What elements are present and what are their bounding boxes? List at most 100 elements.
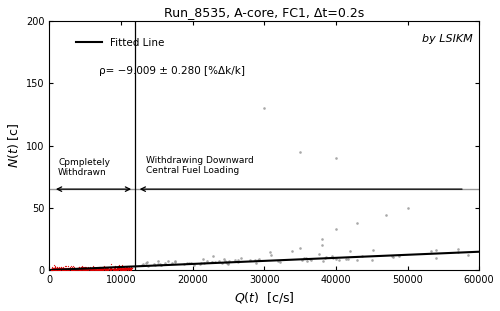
Point bbox=[106, 267, 114, 272]
Point bbox=[60, 267, 68, 272]
Point bbox=[66, 267, 74, 272]
Point bbox=[64, 267, 72, 272]
Point bbox=[60, 266, 68, 271]
Point bbox=[110, 263, 118, 268]
Point bbox=[102, 266, 110, 271]
Point bbox=[127, 265, 135, 270]
Point bbox=[118, 267, 126, 272]
Point bbox=[120, 267, 128, 272]
Point bbox=[113, 267, 121, 272]
Point bbox=[96, 267, 104, 272]
Point bbox=[51, 264, 59, 269]
Point bbox=[126, 267, 134, 272]
Point bbox=[98, 267, 106, 272]
Point bbox=[81, 267, 89, 272]
Point bbox=[96, 265, 104, 270]
Point bbox=[102, 267, 110, 272]
Point bbox=[98, 267, 106, 272]
Point bbox=[52, 267, 60, 272]
Point bbox=[56, 267, 64, 272]
Point bbox=[89, 267, 97, 272]
Point bbox=[306, 257, 314, 262]
Text: ρ= −9.009 ± 0.280 [%Δk/k]: ρ= −9.009 ± 0.280 [%Δk/k] bbox=[99, 66, 245, 76]
Point bbox=[114, 263, 122, 268]
Point bbox=[58, 266, 66, 271]
Point bbox=[122, 265, 130, 270]
Point bbox=[114, 267, 122, 272]
Point bbox=[426, 249, 434, 254]
Point bbox=[246, 258, 254, 262]
Point bbox=[80, 267, 88, 272]
Point bbox=[107, 266, 115, 271]
Point bbox=[68, 264, 76, 269]
Point bbox=[251, 258, 259, 262]
Point bbox=[274, 258, 282, 263]
Point bbox=[49, 267, 57, 272]
Point bbox=[102, 267, 110, 272]
Point bbox=[120, 266, 128, 271]
Point bbox=[64, 266, 72, 271]
Point bbox=[82, 266, 90, 271]
Y-axis label: $N(t)$ [c]: $N(t)$ [c] bbox=[6, 123, 20, 168]
Point bbox=[104, 267, 112, 272]
Point bbox=[100, 266, 108, 271]
Point bbox=[78, 264, 86, 269]
Point bbox=[100, 266, 108, 271]
X-axis label: $Q(t)$  [c/s]: $Q(t)$ [c/s] bbox=[234, 290, 294, 305]
Point bbox=[68, 267, 76, 272]
Point bbox=[84, 267, 92, 272]
Point bbox=[300, 255, 308, 260]
Point bbox=[85, 266, 93, 271]
Point bbox=[82, 267, 90, 272]
Point bbox=[122, 265, 130, 270]
Point bbox=[171, 260, 179, 265]
Point bbox=[112, 267, 120, 272]
Point bbox=[202, 259, 210, 264]
Point bbox=[48, 267, 56, 272]
Point bbox=[124, 266, 132, 271]
Point bbox=[84, 267, 92, 272]
Point bbox=[215, 258, 223, 263]
Point bbox=[72, 267, 80, 272]
Point bbox=[113, 266, 121, 271]
Point bbox=[108, 267, 116, 272]
Point bbox=[111, 266, 119, 271]
Point bbox=[88, 267, 96, 272]
Point bbox=[55, 267, 63, 272]
Point bbox=[120, 267, 128, 272]
Point bbox=[72, 267, 80, 272]
Point bbox=[71, 266, 79, 271]
Point bbox=[91, 266, 99, 271]
Point bbox=[212, 260, 220, 265]
Point bbox=[51, 264, 59, 269]
Point bbox=[54, 266, 62, 271]
Point bbox=[112, 267, 120, 272]
Point bbox=[70, 266, 78, 271]
Point bbox=[79, 267, 87, 272]
Point bbox=[62, 266, 70, 271]
Point bbox=[78, 266, 86, 271]
Point bbox=[122, 265, 130, 270]
Text: by LSIKM: by LSIKM bbox=[422, 34, 472, 44]
Point bbox=[119, 267, 127, 272]
Point bbox=[94, 267, 102, 272]
Point bbox=[86, 267, 94, 272]
Point bbox=[78, 267, 86, 272]
Point bbox=[113, 267, 121, 272]
Point bbox=[107, 267, 115, 272]
Point bbox=[81, 265, 89, 270]
Point bbox=[52, 265, 60, 270]
Point bbox=[332, 257, 340, 262]
Point bbox=[99, 267, 107, 272]
Point bbox=[122, 267, 130, 272]
Point bbox=[59, 267, 67, 272]
Point bbox=[138, 262, 146, 267]
Point bbox=[106, 267, 114, 272]
Point bbox=[94, 267, 102, 272]
Point bbox=[54, 267, 62, 272]
Point bbox=[48, 267, 56, 272]
Point bbox=[60, 267, 68, 272]
Point bbox=[102, 266, 110, 271]
Point bbox=[49, 266, 57, 271]
Point bbox=[50, 266, 58, 271]
